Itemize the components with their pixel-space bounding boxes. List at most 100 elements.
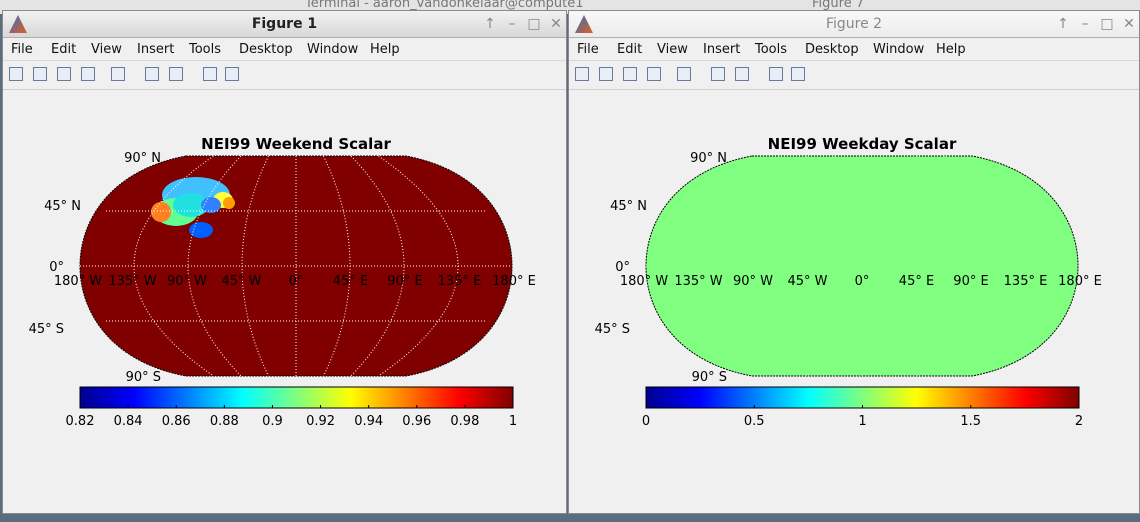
window-title: Figure 7: [812, 0, 865, 11]
colorbar-tick-label: 1: [858, 414, 866, 429]
grid-line: [753, 155, 808, 377]
lon-label: 135° W: [674, 274, 722, 289]
menu-bar: File Edit View Insert Tools Desktop Window Help: [569, 38, 1139, 61]
lon-label: 45° E: [333, 274, 368, 289]
tool-button[interactable]: [111, 67, 125, 81]
colorbar-tick-label: 0: [642, 414, 650, 429]
title-bar: Figure 2 ↑ – □ ✕: [569, 11, 1139, 38]
lon-label: 180° W: [620, 274, 668, 289]
colorbar-tick-label: 0.88: [210, 414, 239, 429]
window-button[interactable]: □: [527, 16, 541, 32]
toolbar: [569, 61, 1139, 90]
tool-button[interactable]: [647, 67, 661, 81]
tool-button[interactable]: [791, 67, 805, 81]
menu-item[interactable]: Window: [307, 42, 359, 57]
grid-line: [916, 155, 971, 377]
menu-item[interactable]: View: [657, 42, 688, 57]
tool-button[interactable]: [575, 67, 589, 81]
window-button[interactable]: □: [1100, 16, 1114, 32]
window-title: Terminal - aaron_vandonkelaar@compute1: [305, 0, 584, 11]
tool-button[interactable]: [81, 67, 95, 81]
colorbar-tick-label: 0.98: [450, 414, 479, 429]
tool-button[interactable]: [203, 67, 217, 81]
toolbar: [3, 61, 566, 90]
window-button[interactable]: –: [508, 16, 516, 32]
tool-button[interactable]: [169, 67, 183, 81]
tool-button[interactable]: [57, 67, 71, 81]
colorbar-tick-label: 0.84: [114, 414, 143, 429]
lon-label: 45° W: [787, 274, 827, 289]
data-patch: [201, 197, 221, 213]
title-bar: Figure 1 ↑ – □ ✕: [3, 11, 566, 38]
tool-button[interactable]: [33, 67, 47, 81]
lon-label: 90° E: [953, 274, 988, 289]
lat-label: 90° S: [692, 370, 727, 385]
lon-label: 90° W: [733, 274, 773, 289]
menu-item[interactable]: Tools: [189, 42, 222, 57]
lat-label: 0°: [615, 260, 630, 275]
lon-label: 135° E: [1004, 274, 1048, 289]
lon-label: 135° E: [438, 274, 482, 289]
lat-label: 45° N: [610, 199, 647, 214]
colorbar-tick-label: 0.94: [354, 414, 383, 429]
menu-item[interactable]: Desktop: [239, 42, 293, 57]
menu-item[interactable]: View: [91, 42, 122, 57]
lon-label: 180° E: [492, 274, 536, 289]
lat-label: 45° S: [29, 322, 64, 337]
grid-line: [350, 155, 405, 377]
tool-button[interactable]: [769, 67, 783, 81]
window-button[interactable]: –: [1081, 16, 1089, 32]
data-patch: [189, 222, 213, 238]
colorbar: [79, 386, 514, 409]
menu-item[interactable]: Desktop: [805, 42, 859, 57]
menu-item[interactable]: Tools: [755, 42, 788, 57]
tool-button[interactable]: [9, 67, 23, 81]
colorbar-tick-label: 0.82: [66, 414, 95, 429]
colorbar-tick-label: 0.86: [162, 414, 191, 429]
window-button[interactable]: ↑: [1057, 16, 1069, 32]
lon-label: 0°: [289, 274, 304, 289]
lon-label: 45° W: [221, 274, 261, 289]
menu-item[interactable]: Window: [873, 42, 925, 57]
figure-window: Figure 1 ↑ – □ ✕ File Edit View Insert Tools Deskt…: [2, 10, 567, 514]
menu-item[interactable]: File: [11, 42, 33, 57]
plot-area: NEI99 Weekend Scalar 90° N 45° N 0° 45° S 90°…: [29, 135, 536, 429]
menu-item[interactable]: Edit: [617, 42, 643, 57]
plot-area: NEI99 Weekday Scalar 90° N 45° N 0° 45° S 90°…: [595, 135, 1102, 429]
lat-label: 90° N: [690, 151, 727, 166]
menu-bar: File Edit View Insert Tools Desktop Window Help: [3, 38, 566, 61]
colorbar-tick-label: 1.5: [960, 414, 981, 429]
tool-button[interactable]: [677, 67, 691, 81]
colorbar-tick-label: 0.92: [306, 414, 335, 429]
plot-title: NEI99 Weekend Scalar: [201, 135, 391, 153]
plot-title: NEI99 Weekday Scalar: [768, 135, 957, 153]
data-patch: [223, 197, 235, 209]
window-button[interactable]: ✕: [1123, 16, 1135, 32]
colorbar-tick-label: 2: [1075, 414, 1083, 429]
window-title: Figure 2: [825, 16, 883, 32]
lon-label: 45° E: [899, 274, 934, 289]
menu-item[interactable]: Help: [936, 42, 966, 57]
window-button[interactable]: ↑: [484, 16, 496, 32]
tool-button[interactable]: [711, 67, 725, 81]
lon-label: 135° W: [108, 274, 156, 289]
lon-label: 90° E: [387, 274, 422, 289]
figure-window: Figure 2 ↑ – □ ✕ File Edit View Insert Tools Deskt…: [568, 10, 1140, 514]
menu-item[interactable]: Edit: [51, 42, 77, 57]
menu-item[interactable]: File: [577, 42, 599, 57]
menu-item[interactable]: Insert: [137, 42, 175, 57]
menu-item[interactable]: Help: [370, 42, 400, 57]
tool-button[interactable]: [145, 67, 159, 81]
menu-item[interactable]: Insert: [703, 42, 741, 57]
tool-button[interactable]: [225, 67, 239, 81]
lon-label: 180° E: [1058, 274, 1102, 289]
tool-button[interactable]: [623, 67, 637, 81]
colorbar-tick-label: 1: [509, 414, 517, 429]
tool-button[interactable]: [599, 67, 613, 81]
lon-label: 0°: [855, 274, 870, 289]
window-button[interactable]: ✕: [550, 16, 562, 32]
lat-label: 45° N: [44, 199, 81, 214]
app-icon: [9, 15, 27, 33]
tool-button[interactable]: [735, 67, 749, 81]
